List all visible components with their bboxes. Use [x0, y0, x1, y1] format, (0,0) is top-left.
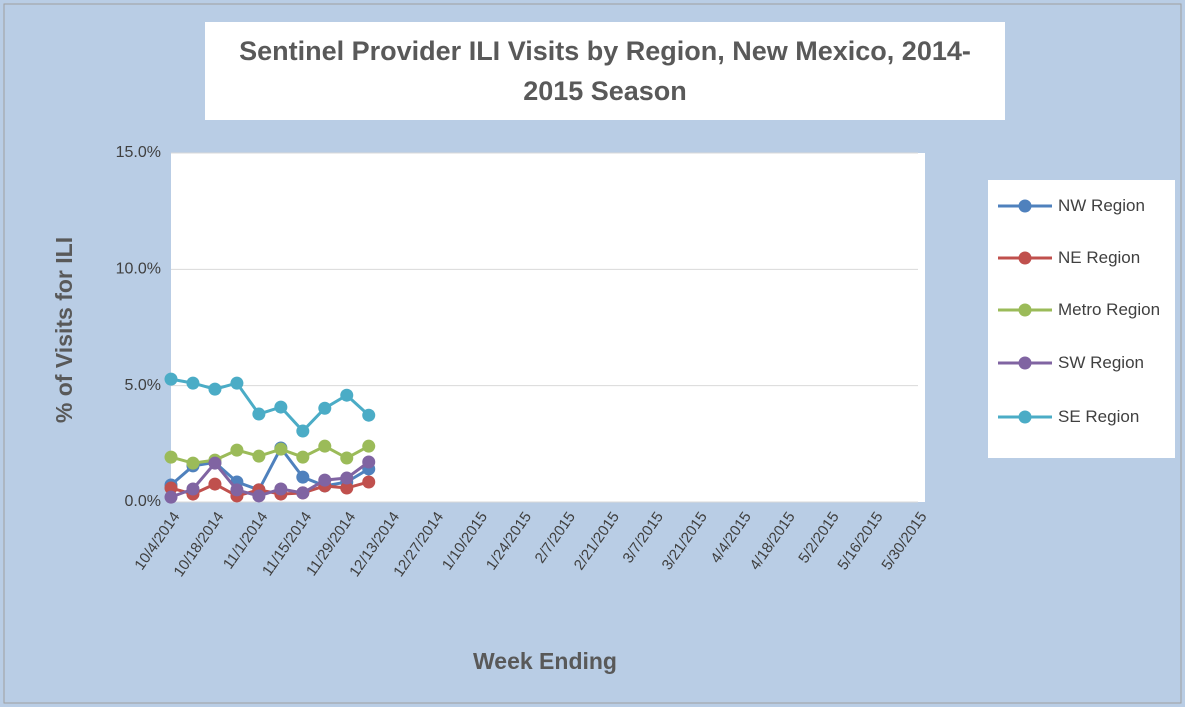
data-point	[296, 486, 310, 500]
data-point	[362, 455, 376, 469]
data-point	[362, 439, 376, 453]
plot-area	[171, 153, 925, 502]
data-point	[274, 442, 288, 456]
data-point	[230, 443, 244, 457]
chart-border	[3, 3, 1182, 704]
legend-label: NE Region	[1058, 248, 1141, 267]
series-line	[170, 460, 370, 499]
data-point	[274, 400, 288, 414]
legend-swatch	[998, 303, 1052, 317]
legend-marker	[1018, 199, 1032, 213]
legend-marker	[1018, 410, 1032, 424]
data-point	[340, 471, 354, 485]
data-point	[164, 372, 178, 386]
data-point	[340, 451, 354, 465]
data-point	[252, 449, 266, 463]
legend-label: SE Region	[1058, 407, 1140, 426]
data-point	[230, 483, 244, 497]
data-point	[164, 450, 178, 464]
data-point	[296, 450, 310, 464]
legend-item: SE Region	[998, 407, 1168, 433]
legend-item: NE Region	[998, 248, 1168, 274]
legend: NW Region NE Region Metro Region SW Region S…	[988, 180, 1175, 458]
data-point	[296, 424, 310, 438]
data-point	[208, 382, 222, 396]
data-point	[318, 473, 332, 487]
data-point	[186, 456, 200, 470]
x-tick-label: 2/7/2015	[532, 509, 579, 567]
legend-item: NW Region	[998, 196, 1168, 222]
y-axis-title: % of Visits for ILI	[51, 237, 77, 423]
data-point	[252, 489, 266, 503]
y-tick-label: 5.0%	[125, 377, 161, 394]
x-tick-label: 3/7/2015	[619, 509, 666, 567]
legend-marker	[1018, 251, 1032, 265]
legend-label: NW Region	[1058, 196, 1145, 215]
data-point	[164, 481, 178, 495]
legend-marker	[1018, 303, 1032, 317]
y-tick-label: 15.0%	[116, 144, 161, 161]
data-point	[186, 376, 200, 390]
data-point	[186, 482, 200, 496]
chart-title: Sentinel Provider ILI Visits by Region, …	[205, 22, 1005, 120]
legend-marker	[1018, 356, 1032, 370]
y-tick-label: 0.0%	[125, 493, 161, 510]
data-point	[230, 376, 244, 390]
x-tick-label: 5/2/2015	[795, 509, 842, 567]
x-axis-title: Week Ending	[473, 648, 617, 674]
legend-swatch	[998, 410, 1052, 424]
data-point	[362, 408, 376, 422]
data-point	[340, 481, 354, 495]
legend-swatch	[998, 199, 1052, 213]
legend-item: Metro Region	[998, 300, 1168, 326]
legend-swatch	[998, 251, 1052, 265]
series-line	[170, 377, 370, 434]
data-point	[208, 477, 222, 491]
data-point	[164, 490, 178, 504]
data-point	[208, 456, 222, 470]
legend-item: SW Region	[998, 353, 1168, 379]
series-line	[170, 444, 370, 465]
y-tick-label: 10.0%	[116, 261, 161, 278]
series-line	[170, 445, 370, 492]
data-point	[340, 388, 354, 402]
data-point	[274, 482, 288, 496]
data-point	[296, 470, 310, 484]
legend-swatch	[998, 356, 1052, 370]
data-point	[362, 475, 376, 489]
x-tick-label: 4/4/2015	[707, 509, 754, 567]
data-point	[252, 407, 266, 421]
legend-label: SW Region	[1058, 353, 1144, 372]
data-point	[318, 439, 332, 453]
legend-label: Metro Region	[1058, 300, 1161, 319]
data-point	[318, 401, 332, 415]
